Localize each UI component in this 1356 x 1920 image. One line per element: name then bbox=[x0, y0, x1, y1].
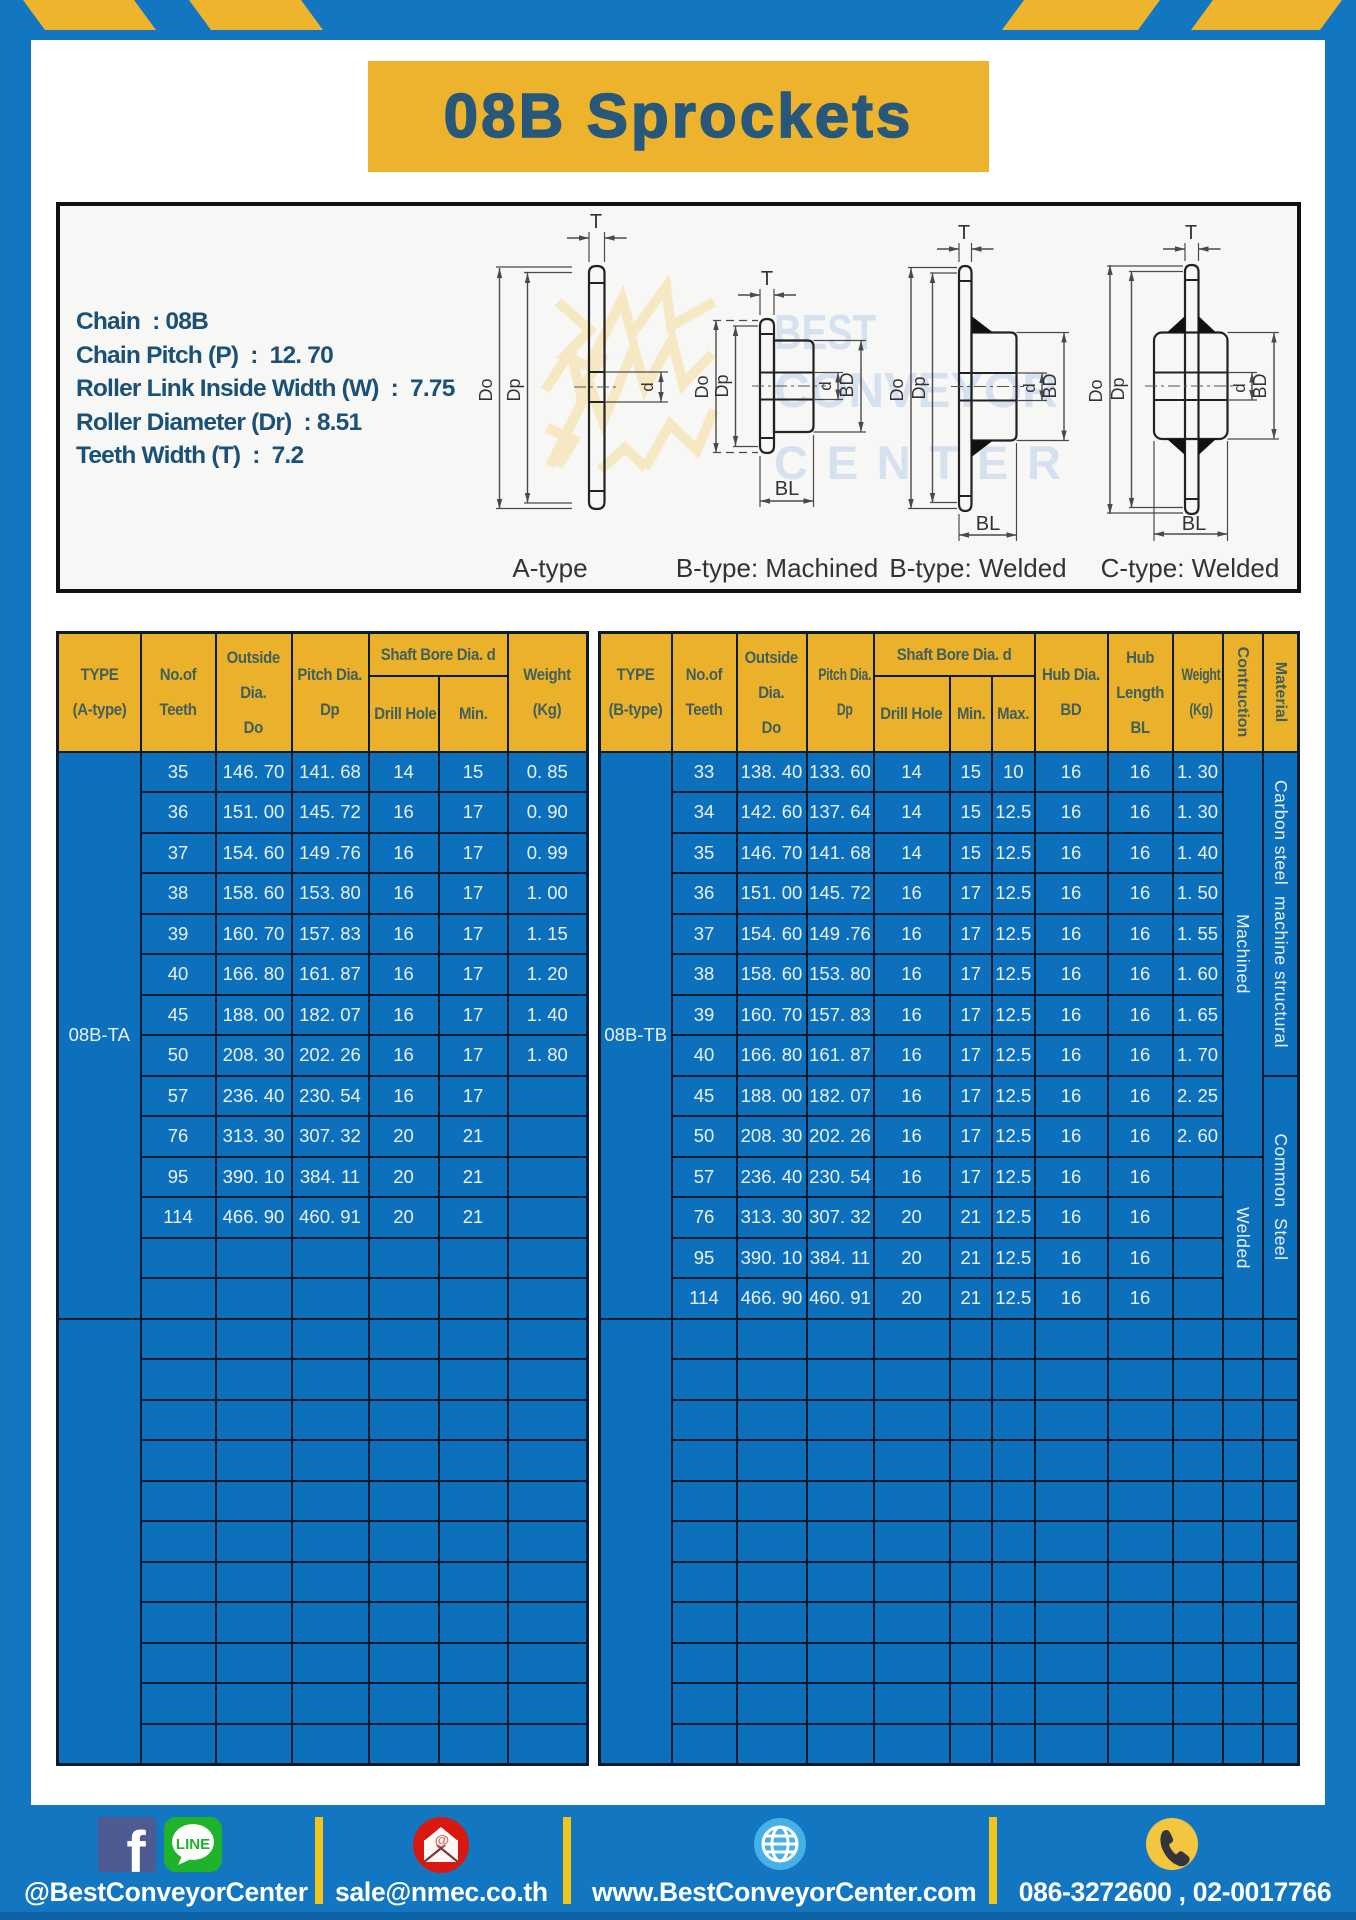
svg-text:Dp: Dp bbox=[909, 376, 929, 399]
svg-text:Do: Do bbox=[887, 378, 907, 401]
svg-text:BL: BL bbox=[775, 478, 799, 500]
svg-text:Do: Do bbox=[1086, 379, 1106, 402]
svg-text:B-type: Welded: B-type: Welded bbox=[889, 553, 1066, 583]
svg-text:A-type: A-type bbox=[512, 553, 587, 583]
svg-text:Dp: Dp bbox=[1108, 377, 1128, 400]
svg-text:Do: Do bbox=[476, 378, 496, 401]
svg-text:T: T bbox=[1185, 222, 1197, 244]
svg-text:T: T bbox=[761, 268, 773, 290]
svg-text:Dp: Dp bbox=[712, 374, 732, 397]
svg-text:C-type: Welded: C-type: Welded bbox=[1101, 553, 1280, 583]
svg-text:BD: BD bbox=[1250, 373, 1270, 398]
svg-text:Dp: Dp bbox=[504, 378, 524, 401]
svg-text:CENTER: CENTER bbox=[774, 436, 1061, 489]
svg-text:f: f bbox=[126, 1820, 146, 1873]
svg-text:BL: BL bbox=[1182, 513, 1206, 535]
svg-text:Do: Do bbox=[692, 375, 712, 398]
svg-text:d: d bbox=[1230, 383, 1249, 392]
svg-text:BL: BL bbox=[976, 513, 1000, 535]
svg-text:d: d bbox=[816, 381, 835, 390]
svg-text:T: T bbox=[590, 211, 602, 233]
svg-text:BD: BD bbox=[1040, 373, 1060, 398]
svg-text:LINE: LINE bbox=[176, 1836, 210, 1853]
svg-text:B-type: Machined: B-type: Machined bbox=[676, 553, 878, 583]
svg-text:d: d bbox=[638, 382, 657, 391]
svg-text:BD: BD bbox=[837, 372, 857, 397]
svg-text:T: T bbox=[958, 222, 970, 244]
svg-text:BEST: BEST bbox=[774, 306, 876, 360]
svg-text:d: d bbox=[1020, 383, 1039, 392]
svg-text:@: @ bbox=[435, 1832, 450, 1849]
